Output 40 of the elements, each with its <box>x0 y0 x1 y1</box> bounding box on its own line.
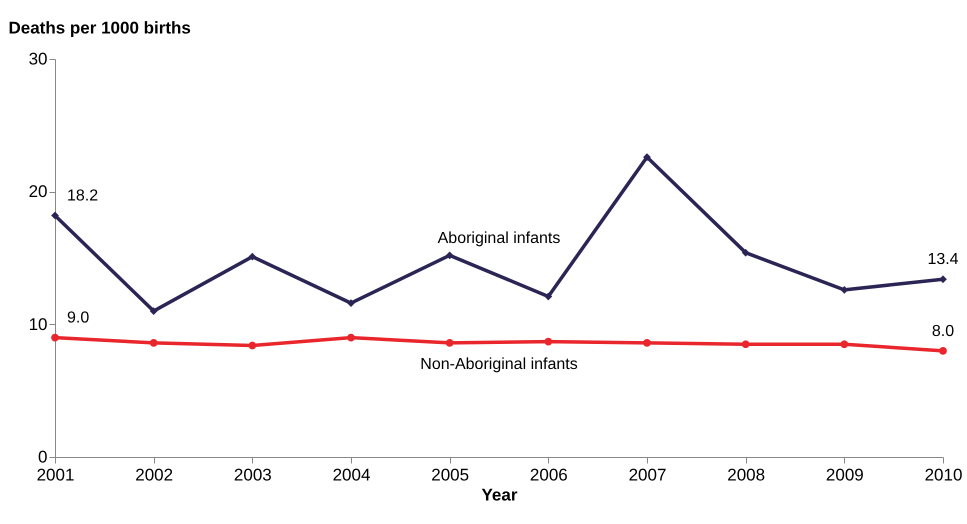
point <box>150 307 158 315</box>
point <box>347 334 355 342</box>
data-label: 9.0 <box>67 310 90 327</box>
point <box>643 153 651 162</box>
point <box>742 340 750 348</box>
data-label: 8.0 <box>932 322 954 340</box>
x-tick-label: 2003 <box>234 466 272 484</box>
x-tick-label: 2004 <box>332 466 370 484</box>
y-tick-label: 0 <box>38 448 48 466</box>
x-tick-label: 2008 <box>727 466 766 484</box>
point <box>248 342 256 350</box>
point <box>51 212 59 220</box>
point <box>544 292 552 300</box>
data-label: 13.4 <box>927 251 959 268</box>
y-tick-label: 20 <box>28 182 48 202</box>
series-label: Non-Aboriginal infants <box>420 356 578 374</box>
point <box>51 334 59 342</box>
x-tick-label: 2001 <box>36 466 74 484</box>
x-tick-label: 2009 <box>826 466 864 484</box>
point <box>742 248 750 257</box>
data-label: 18.2 <box>67 188 98 205</box>
point <box>840 340 848 348</box>
x-tick-label: 2010 <box>924 466 962 484</box>
point <box>643 339 651 347</box>
x-tick-label: 2006 <box>530 466 568 484</box>
point <box>248 252 256 261</box>
y-axis-title: Deaths per 1000 births <box>8 18 191 38</box>
point <box>446 251 454 260</box>
point <box>939 347 947 355</box>
y-tick-label: 10 <box>28 314 48 334</box>
point <box>150 339 158 347</box>
point <box>446 339 454 347</box>
x-tick-label: 2007 <box>628 466 666 484</box>
x-tick-label: 2005 <box>431 466 470 484</box>
x-axis-title: Year <box>482 486 518 504</box>
y-tick-label: 30 <box>28 50 48 68</box>
point <box>347 299 355 307</box>
x-tick-label: 2002 <box>135 466 174 484</box>
series-label: Aboriginal infants <box>438 230 560 247</box>
point <box>544 338 552 346</box>
